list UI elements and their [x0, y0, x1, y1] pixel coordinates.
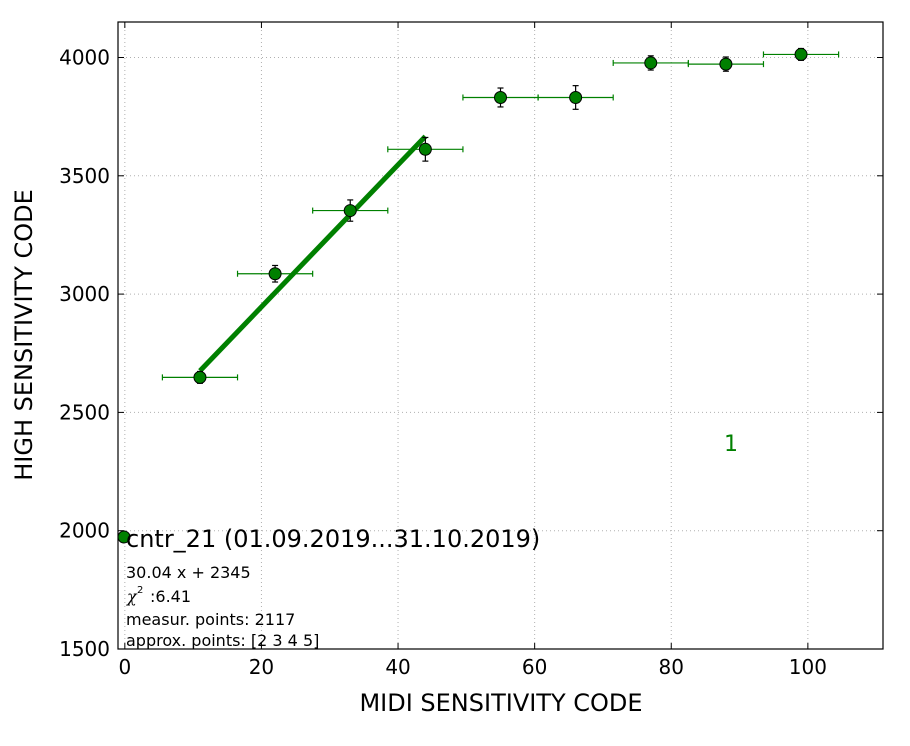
- y-tick-label: 4000: [59, 45, 110, 69]
- axis-ticks: 0 20 40 60 80 100 1500 2000 2500 3000 3500 4000: [59, 22, 883, 679]
- y-tick-label: 2500: [59, 400, 110, 424]
- data-marker: [719, 57, 733, 71]
- fit-line: [198, 134, 428, 373]
- y-tick-label: 3500: [59, 164, 110, 188]
- x-tick-label: 0: [118, 655, 131, 679]
- data-point: [387, 136, 464, 162]
- legend-marker: [117, 530, 131, 544]
- approx-points: approx. points: [2 3 4 5]: [126, 631, 319, 650]
- data-point: [687, 56, 765, 72]
- data-point: [236, 264, 314, 283]
- data-marker: [794, 47, 808, 61]
- chi-value: :6.41: [150, 587, 191, 606]
- data-marker: [418, 142, 432, 156]
- x-tick-label: 60: [522, 655, 547, 679]
- x-tick-label: 20: [249, 655, 274, 679]
- chi-symbol: χ: [126, 587, 138, 606]
- x-tick-label: 40: [385, 655, 410, 679]
- x-tick-label: 100: [789, 655, 827, 679]
- fit-equation: 30.04 x + 2345: [126, 563, 251, 582]
- plot-frame: [117, 21, 884, 650]
- y-axis-label: HIGH SENSITIVITY CODE: [10, 189, 38, 481]
- data-marker: [193, 370, 207, 384]
- data-point: [762, 47, 840, 61]
- data-marker: [343, 204, 357, 218]
- panel-number: 1: [724, 432, 738, 457]
- measur-points: measur. points: 2117: [126, 610, 295, 629]
- x-axis-label: MIDI SENSITIVITY CODE: [359, 689, 642, 717]
- data-points: [161, 47, 840, 384]
- data-marker: [494, 90, 507, 104]
- y-tick-label: 2000: [59, 519, 110, 543]
- data-point: [537, 85, 614, 110]
- data-point: [312, 199, 389, 222]
- grid: [118, 22, 883, 649]
- data-point: [612, 55, 689, 71]
- data-marker: [268, 267, 282, 281]
- data-marker: [644, 56, 658, 70]
- x-tick-label: 80: [659, 655, 684, 679]
- data-point: [161, 370, 239, 384]
- data-marker: [569, 90, 583, 104]
- fit-layer: [198, 134, 428, 373]
- annotation-block: cntr_21 (01.09.2019...31.10.2019) 30.04 …: [117, 525, 540, 650]
- y-tick-label: 3000: [59, 282, 110, 306]
- chi-exponent: 2: [137, 585, 143, 596]
- y-tick-label: 1500: [59, 637, 110, 661]
- legend-title: cntr_21 (01.09.2019...31.10.2019): [126, 525, 540, 553]
